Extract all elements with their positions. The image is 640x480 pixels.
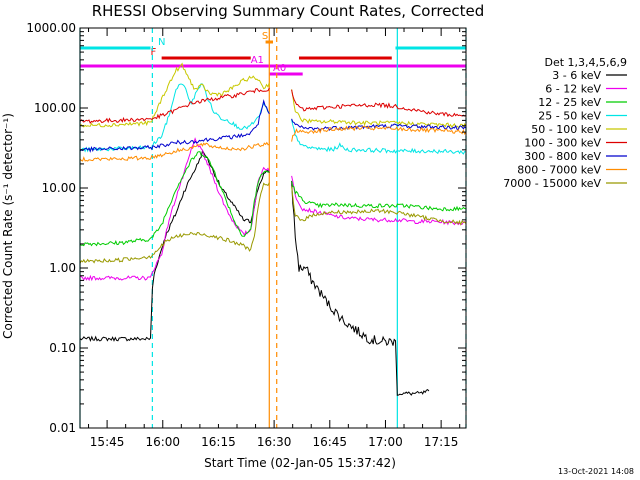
series-line-25-50-kev	[291, 119, 467, 155]
legend-title: Det 1,3,4,5,6,9	[544, 56, 627, 69]
legend-label-6-12-kev: 6 - 12 keV	[545, 83, 601, 96]
x-tick-label: 16:30	[257, 435, 292, 449]
x-tick-label: 17:00	[368, 435, 403, 449]
x-tick-label: 15:45	[90, 435, 125, 449]
legend-label-25-50-kev: 25 - 50 keV	[538, 110, 601, 123]
series-lines	[79, 62, 467, 396]
y-tick-label: 100.00	[34, 101, 76, 115]
series-line-800-7000-kev	[291, 125, 467, 142]
series-line-800-7000-kev	[79, 141, 270, 162]
series-line-50-100-kev	[79, 62, 270, 128]
x-tick-label: 16:00	[145, 435, 180, 449]
series-line-12-25-kev	[79, 151, 270, 247]
plot-frame	[79, 27, 467, 429]
legend-label-800-7000-kev: 800 - 7000 keV	[517, 164, 601, 177]
series-line-100-300-kev	[291, 89, 467, 118]
time-markers	[79, 28, 467, 428]
series-line-300-800-kev	[79, 99, 270, 153]
series-line-3-6-kev	[79, 149, 270, 343]
y-axis-label: Corrected Count Rate (s⁻¹ detector⁻¹)	[1, 113, 15, 339]
legend-label-300-800-kev: 300 - 800 keV	[524, 150, 601, 163]
x-axis-ticks: 15:45 16:00 16:15 16:30 16:45 17:00 17:15	[88, 28, 461, 449]
legend-label-7000-15000-kev: 7000 - 15000 keV	[503, 177, 601, 190]
series-line-12-25-kev	[291, 181, 467, 212]
legend-label-3-6-kev: 3 - 6 keV	[552, 69, 601, 82]
series-line-7000-15000-kev	[79, 182, 270, 264]
flag-label-f: F	[151, 47, 157, 58]
x-tick-label: 16:45	[312, 435, 347, 449]
series-line-6-12-kev	[291, 175, 467, 226]
legend-label-12-25-kev: 12 - 25 keV	[538, 96, 601, 109]
series-line-7000-15000-kev	[291, 186, 467, 226]
series-line-100-300-kev	[79, 87, 270, 124]
series-line-3-6-kev	[291, 180, 430, 396]
observing-flags: NF S A0 A1	[80, 31, 466, 76]
legend-label-100-300-kev: 100 - 300 keV	[524, 137, 601, 150]
y-tick-label: 1000.00	[26, 21, 76, 35]
y-tick-label: 0.01	[49, 421, 76, 435]
x-tick-label: 17:15	[424, 435, 459, 449]
y-tick-label: 1.00	[49, 261, 76, 275]
y-tick-label: 0.10	[49, 341, 76, 355]
chart-title: RHESSI Observing Summary Count Rates, Co…	[92, 2, 485, 20]
flag-label-n: N	[158, 37, 165, 48]
series-line-6-12-kev	[79, 137, 270, 282]
y-axis-ticks: 0.01 0.10 1.00 10.00 100.00 1000.00	[26, 21, 466, 435]
x-tick-label: 16:15	[201, 435, 236, 449]
y-tick-label: 10.00	[42, 181, 76, 195]
series-line-50-100-kev	[291, 89, 467, 129]
series-line-25-50-kev	[79, 83, 270, 153]
x-axis-label: Start Time (02-Jan-05 15:37:42)	[204, 456, 396, 470]
flag-label-a1: A1	[251, 55, 264, 66]
flag-label-s: S	[262, 31, 268, 42]
generation-timestamp: 13-Oct-2021 14:08	[558, 467, 634, 476]
flag-label-a0: A0	[273, 63, 286, 74]
legend-label-50-100-kev: 50 - 100 keV	[531, 123, 601, 136]
